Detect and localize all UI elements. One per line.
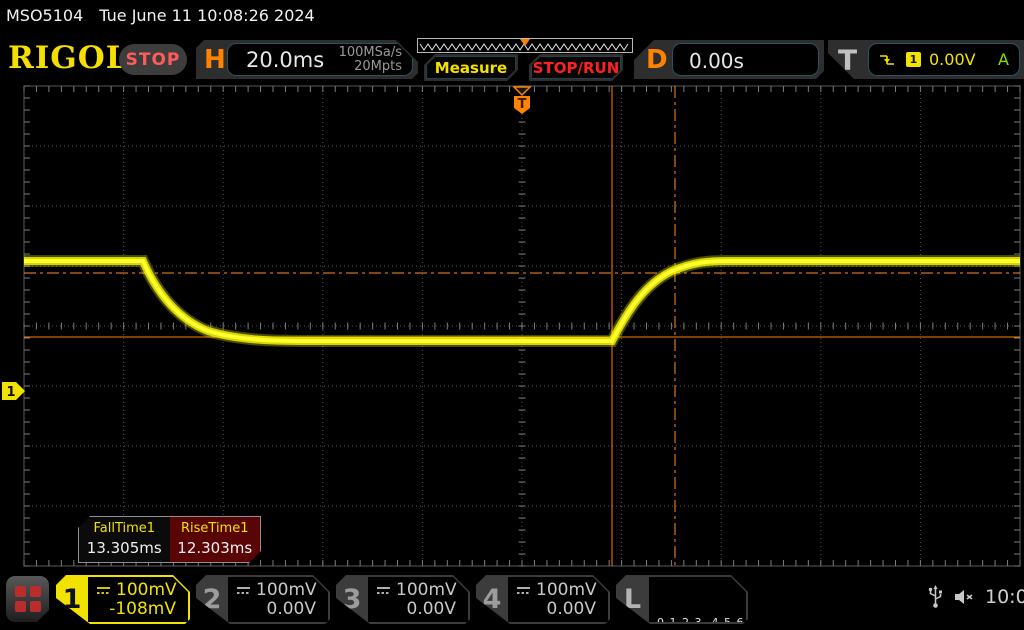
channel1-offset: -108mV xyxy=(109,599,176,619)
channel1-position-marker[interactable]: 1 xyxy=(2,382,25,400)
model-name: MSO5104 xyxy=(6,6,84,25)
delay-label: D xyxy=(646,44,668,75)
graticule-ticks xyxy=(23,85,1021,567)
delay-inset: 0.00s xyxy=(672,43,819,76)
channel4-scale: 100mV xyxy=(536,580,597,600)
channel2-scale: 100mV xyxy=(256,580,317,600)
measurement-results-box: FallTime1 13.305ms RiseTime1 12.303ms xyxy=(78,516,261,563)
status-icons: 10:07 xyxy=(928,584,1024,610)
timebase-value: 20.0ms xyxy=(246,48,325,72)
trigger-sweep-mode: A xyxy=(998,50,1009,69)
acquisition-state-badge[interactable]: STOP xyxy=(119,44,187,75)
stop-run-button[interactable]: STOP/RUN xyxy=(529,54,623,81)
menu-grid-icon xyxy=(15,586,41,612)
sample-rate: 100MSa/s xyxy=(338,45,402,60)
channel2-offset: 0.00V xyxy=(266,599,316,619)
channel1-box[interactable]: 1 100mV -108mV xyxy=(56,575,190,624)
channel1-scale: 100mV xyxy=(116,580,177,600)
menu-button[interactable] xyxy=(6,576,49,622)
measure-button[interactable]: Measure xyxy=(424,54,518,81)
delay-badge[interactable]: D 0.00s xyxy=(634,40,824,79)
channel4-offset: 0.00V xyxy=(546,599,596,619)
trigger-marker-letter: T xyxy=(518,97,527,112)
trigger-inset: 1 0.00V A xyxy=(868,43,1020,76)
delay-value: 0.00s xyxy=(689,49,744,73)
memory-depth: 20Mpts xyxy=(354,59,402,74)
channel3-box[interactable]: 3 100mV 0.00V xyxy=(336,575,470,624)
channel3-scale: 100mV xyxy=(396,580,457,600)
dc-coupling-icon xyxy=(376,585,391,596)
horizontal-inset: 20.0ms 100MSa/s 20Mpts xyxy=(227,43,413,76)
channel1-marker-label: 1 xyxy=(6,385,15,400)
dc-coupling-icon xyxy=(236,585,251,596)
channel4-box[interactable]: 4 100mV 0.00V xyxy=(476,575,610,624)
rigol-logo: RIGOL xyxy=(8,40,129,76)
sample-rate-memory: 100MSa/s 20Mpts xyxy=(339,46,402,74)
clock: 10:07 xyxy=(985,586,1024,608)
channel1-trace xyxy=(24,255,1020,347)
logic-label: L xyxy=(623,584,642,615)
trigger-position-marker[interactable]: T xyxy=(512,86,532,114)
channel-status-bar: 1 100mV -108mV 2 xyxy=(0,572,1024,630)
trigger-badge[interactable]: T 1 0.00V A xyxy=(828,40,1024,79)
horizontal-badge[interactable]: H 20.0ms 100MSa/s 20Mpts xyxy=(196,40,418,79)
falling-edge-icon xyxy=(879,52,896,67)
trigger-source-badge: 1 xyxy=(906,52,921,67)
datetime: Tue June 11 10:08:26 2024 xyxy=(99,6,315,25)
measurement-risetime[interactable]: RiseTime1 12.303ms xyxy=(170,517,261,562)
trigger-level-value: 0.00V xyxy=(929,50,976,69)
titlebar: MSO5104 Tue June 11 10:08:26 2024 xyxy=(6,6,315,25)
trigger-label: T xyxy=(838,43,858,76)
measurement-falltime[interactable]: FallTime1 13.305ms xyxy=(86,521,162,557)
memory-position-bar[interactable] xyxy=(417,38,633,53)
usb-icon xyxy=(928,585,942,608)
logic-channel-list: 0 1 2 3 4 5 6 7 8 9 1011 12131415 xyxy=(649,577,746,622)
memory-position-marker[interactable] xyxy=(520,39,530,46)
channel3-offset: 0.00V xyxy=(406,599,456,619)
channel2-box[interactable]: 2 100mV 0.00V xyxy=(196,575,330,624)
speaker-muted-icon xyxy=(955,590,973,604)
dc-coupling-icon xyxy=(96,585,111,596)
dc-coupling-icon xyxy=(516,585,531,596)
horizontal-label: H xyxy=(204,44,226,75)
logic-channels-box[interactable]: L 0 1 2 3 4 5 6 7 8 9 1011 12131415 xyxy=(616,575,748,624)
